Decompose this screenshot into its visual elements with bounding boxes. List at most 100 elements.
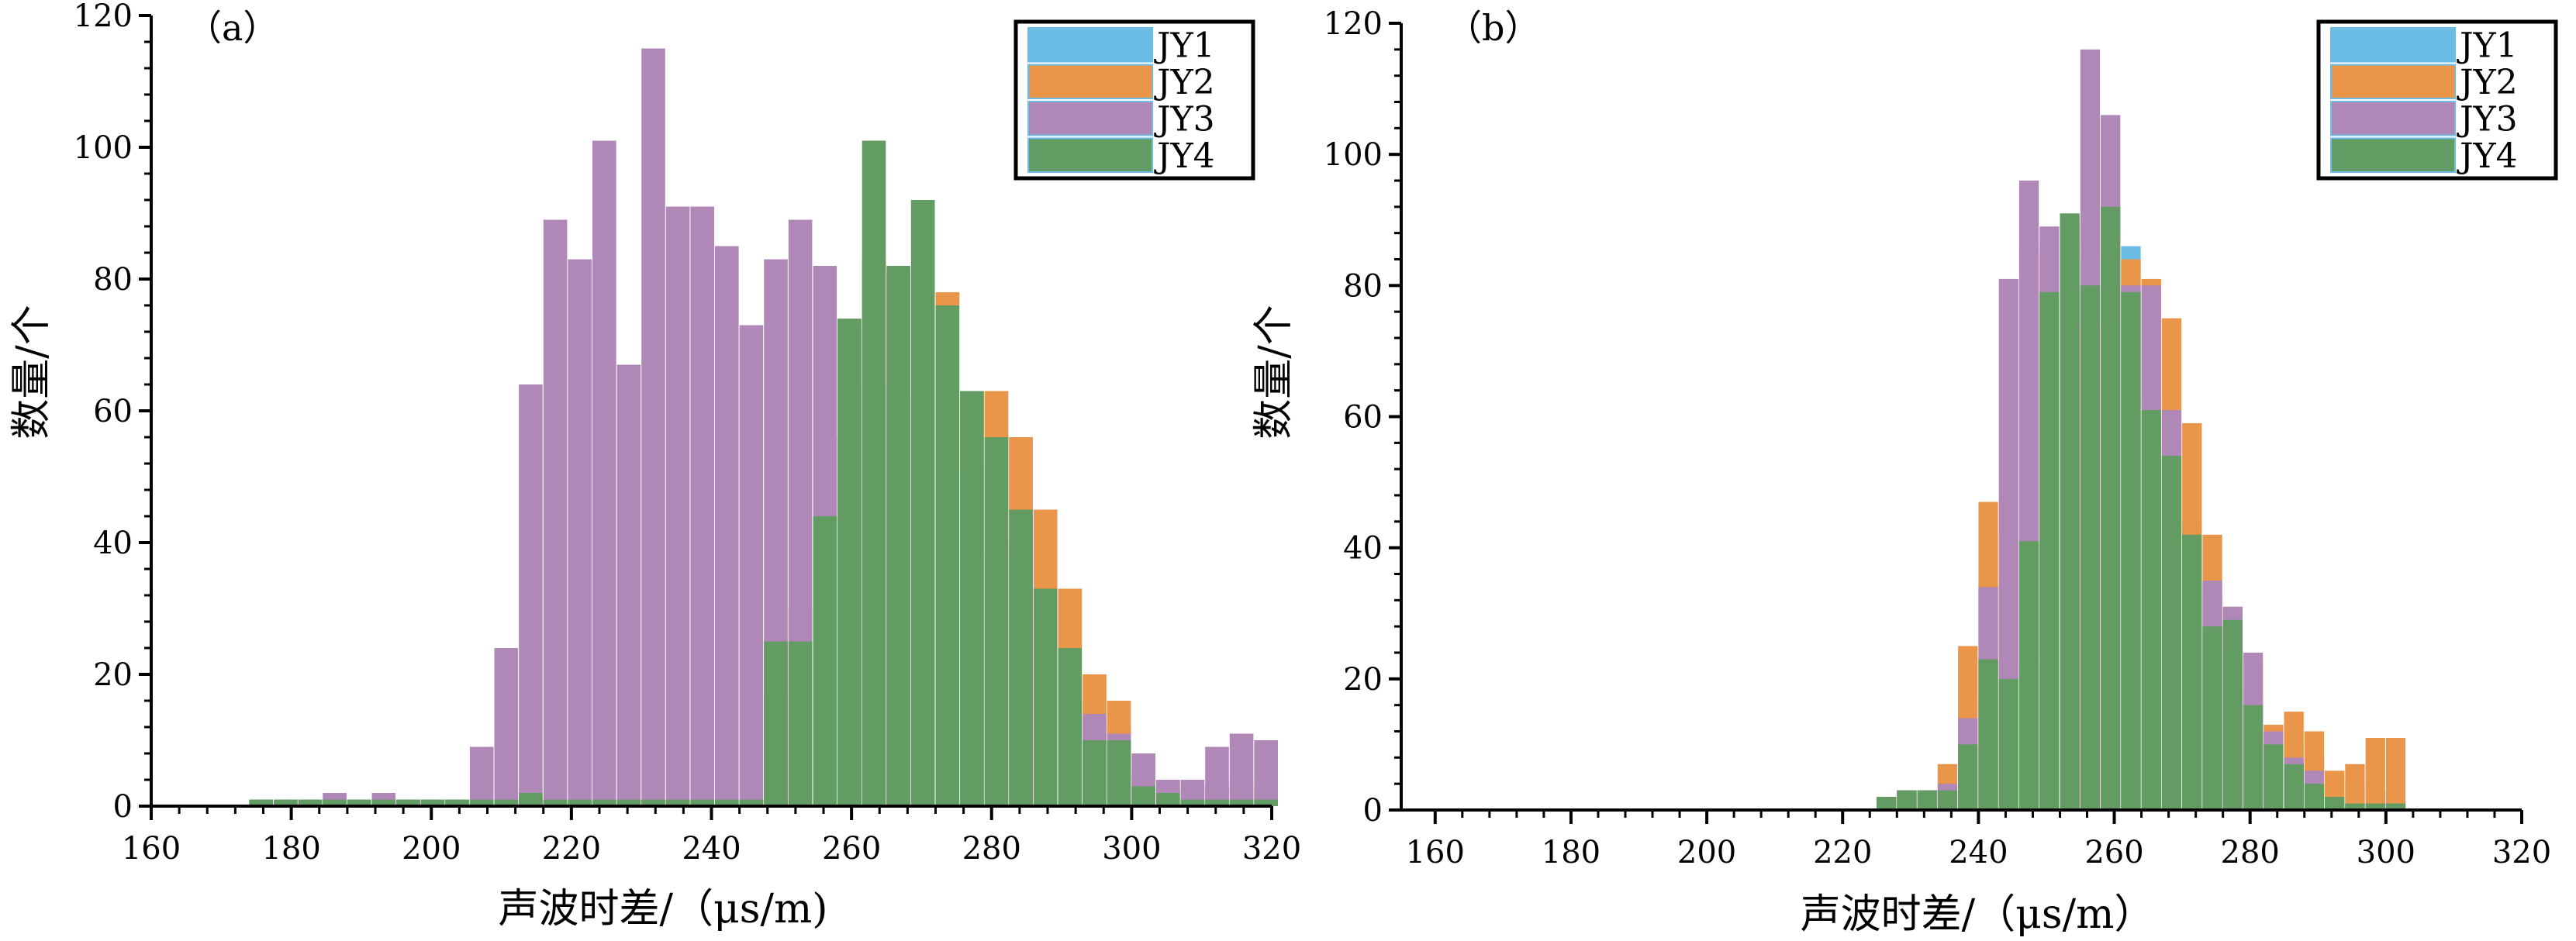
bar-a-jy4-28 bbox=[935, 305, 960, 806]
bar-b-jy4-13 bbox=[2141, 410, 2161, 810]
x-tick-label-b: 200 bbox=[1677, 835, 1736, 870]
bar-a-jy4-25 bbox=[862, 140, 886, 806]
x-tick-label-b: 180 bbox=[1542, 835, 1601, 870]
y-tick-label-b: 20 bbox=[1343, 662, 1383, 698]
panel-a-x-axis-label: 声波时差/（μs/m) bbox=[498, 886, 827, 932]
legend-label-b-jy2: JY2 bbox=[2457, 63, 2518, 102]
bar-a-jy4-12 bbox=[543, 799, 568, 806]
bar-b-jy4-0 bbox=[1877, 797, 1897, 810]
bar-a-jy4-2 bbox=[298, 799, 323, 806]
x-tick-label-b: 300 bbox=[2357, 835, 2415, 870]
bar-b-jy4-6 bbox=[1998, 678, 2018, 810]
bar-b-jy4-7 bbox=[2018, 541, 2039, 810]
bar-a-jy4-11 bbox=[519, 793, 543, 806]
y-tick-label-a: 40 bbox=[93, 526, 133, 561]
bar-b-jy4-4 bbox=[1958, 744, 1978, 810]
bar-a-jy4-36 bbox=[1131, 786, 1155, 806]
x-tick-label-a: 160 bbox=[122, 831, 181, 867]
legend-swatch-b-jy3 bbox=[2330, 101, 2456, 136]
bar-a-jy3-9 bbox=[469, 746, 494, 806]
legend-label-a-jy2: JY2 bbox=[1154, 63, 1215, 102]
bar-a-jy4-17 bbox=[665, 799, 690, 806]
x-tick-label-a: 320 bbox=[1242, 831, 1301, 867]
panel-b-axes: 160 180 200 220 240 260 280 300 320 0 20 40 60 80 100 1… bbox=[1324, 6, 2552, 870]
y-tick-label-a: 0 bbox=[113, 789, 133, 825]
bar-a-jy4-9 bbox=[469, 799, 494, 806]
bar-a-jy4-23 bbox=[813, 516, 837, 806]
legend-swatch-a-jy1 bbox=[1027, 27, 1153, 63]
bar-a-jy3-15 bbox=[616, 364, 641, 806]
bar-a-jy4-33 bbox=[1058, 648, 1083, 806]
bar-a-jy4-16 bbox=[641, 799, 665, 806]
y-tick-label-a: 80 bbox=[93, 262, 133, 298]
bar-a-jy4-6 bbox=[396, 799, 420, 806]
bar-a-jy3-41 bbox=[1254, 740, 1278, 806]
y-tick-label-b: 120 bbox=[1324, 6, 1383, 42]
legend-swatch-b-jy1 bbox=[2330, 27, 2456, 63]
x-tick-label-b: 320 bbox=[2492, 835, 2551, 870]
y-tick-label-a: 100 bbox=[74, 130, 133, 166]
bar-a-jy4-15 bbox=[616, 799, 641, 806]
legend-swatch-a-jy3 bbox=[1027, 101, 1153, 136]
bar-a-jy3-14 bbox=[592, 140, 616, 806]
bar-a-jy3-39 bbox=[1205, 746, 1229, 806]
bar-b-jy4-10 bbox=[2080, 285, 2101, 810]
x-tick-label-a: 280 bbox=[962, 831, 1021, 867]
bar-a-jy3-17 bbox=[665, 206, 690, 806]
bar-a-jy4-35 bbox=[1107, 740, 1131, 806]
bar-b-jy4-21 bbox=[2304, 784, 2325, 810]
bar-a-jy3-40 bbox=[1229, 733, 1254, 806]
bar-a-jy4-41 bbox=[1254, 799, 1278, 806]
bar-b-jy2-25 bbox=[2385, 738, 2406, 810]
histogram-panel-a: （a） 160 180 200 220 240 260 280 300 320 0 20 40 60 80… bbox=[9, 0, 1301, 932]
bar-a-jy3-11 bbox=[519, 384, 543, 806]
panel-a-bars bbox=[249, 48, 1278, 806]
y-tick-label-a: 60 bbox=[93, 394, 133, 429]
x-tick-label-b: 240 bbox=[1949, 835, 2008, 870]
y-tick-label-b: 60 bbox=[1343, 400, 1383, 436]
bar-b-jy4-5 bbox=[1978, 659, 1998, 810]
x-tick-label-a: 260 bbox=[822, 831, 881, 867]
bar-a-jy4-14 bbox=[592, 799, 616, 806]
bar-b-jy2-23 bbox=[2345, 763, 2365, 810]
histogram-panel-b: （b） 160 180 200 220 240 260 280 300 320 0 20 40 60 80… bbox=[1251, 6, 2558, 938]
panel-b-y-axis-label: 数量/个 bbox=[1251, 305, 1297, 439]
bar-b-jy4-14 bbox=[2161, 456, 2182, 811]
bar-a-jy4-5 bbox=[371, 799, 396, 806]
bar-a-jy4-3 bbox=[323, 799, 347, 806]
y-tick-label-b: 80 bbox=[1343, 268, 1383, 304]
panel-a-label: （a） bbox=[186, 7, 278, 49]
bar-a-jy3-13 bbox=[568, 259, 592, 806]
bar-a-jy4-19 bbox=[715, 799, 739, 806]
legend-label-a-jy3: JY3 bbox=[1154, 100, 1215, 140]
legend-swatch-a-jy4 bbox=[1027, 137, 1153, 173]
bar-b-jy4-3 bbox=[1937, 790, 1958, 810]
panel-a-y-axis-label: 数量/个 bbox=[9, 305, 55, 439]
x-tick-label-a: 240 bbox=[682, 831, 741, 867]
bar-b-jy4-9 bbox=[2060, 213, 2080, 810]
x-tick-label-b: 160 bbox=[1406, 835, 1465, 870]
bar-a-jy4-24 bbox=[837, 319, 862, 806]
bar-a-jy4-18 bbox=[690, 799, 714, 806]
x-tick-label-b: 260 bbox=[2084, 835, 2143, 870]
bar-a-jy4-31 bbox=[1009, 509, 1033, 806]
bar-a-jy4-0 bbox=[249, 799, 273, 806]
bar-b-jy4-17 bbox=[2222, 619, 2243, 810]
bar-a-jy3-20 bbox=[739, 325, 764, 806]
bar-b-jy4-11 bbox=[2101, 206, 2121, 810]
bar-a-jy4-39 bbox=[1205, 799, 1229, 806]
bar-a-jy4-10 bbox=[494, 799, 519, 806]
bar-b-jy4-8 bbox=[2039, 291, 2060, 810]
legend-swatch-a-jy2 bbox=[1027, 64, 1153, 99]
bar-a-jy3-12 bbox=[543, 219, 568, 806]
bar-a-jy4-38 bbox=[1180, 799, 1205, 806]
bar-a-jy3-16 bbox=[641, 48, 665, 806]
legend-swatch-b-jy4 bbox=[2330, 137, 2456, 173]
bar-a-jy4-7 bbox=[420, 799, 445, 806]
y-tick-label-a: 120 bbox=[74, 0, 133, 34]
legend-label-a-jy4: JY4 bbox=[1154, 136, 1215, 176]
bar-b-jy4-18 bbox=[2243, 705, 2263, 810]
bar-a-jy4-40 bbox=[1229, 799, 1254, 806]
